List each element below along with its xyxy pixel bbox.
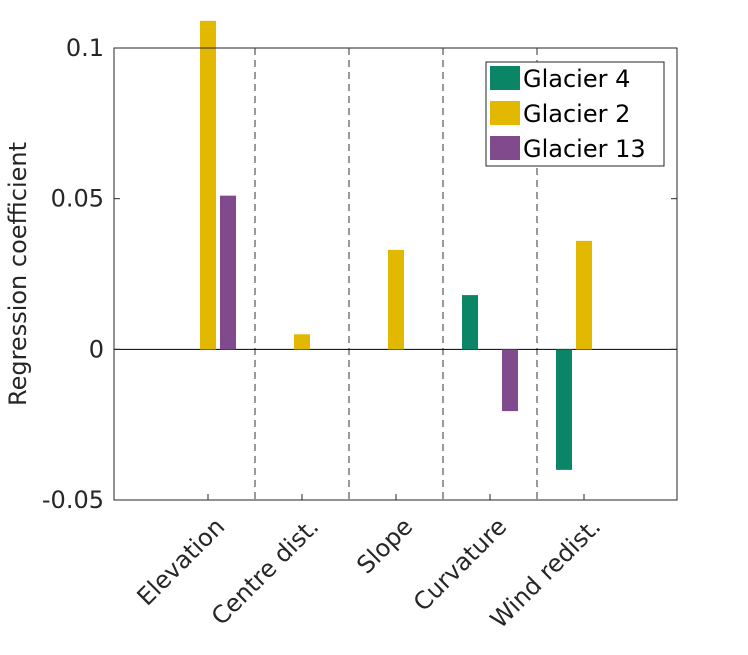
legend: Glacier 4 Glacier 2 Glacier 13 xyxy=(485,61,665,167)
bar-glacier-2 xyxy=(388,249,404,350)
legend-swatch xyxy=(490,101,520,125)
legend-label: Glacier 4 xyxy=(523,65,630,93)
x-tick-label: Elevation xyxy=(132,512,231,611)
legend-label: Glacier 13 xyxy=(523,135,646,163)
legend-swatch xyxy=(490,136,520,160)
legend-swatch xyxy=(490,66,520,90)
y-tick-label: 0.1 xyxy=(66,34,104,62)
bar-glacier-2 xyxy=(200,20,216,350)
bar-glacier-13 xyxy=(220,195,236,350)
bars xyxy=(200,20,592,470)
x-tick-label: Slope xyxy=(351,512,418,579)
y-tick-label: -0.05 xyxy=(42,486,104,514)
y-tick-label: 0 xyxy=(89,335,104,363)
bar-glacier-2 xyxy=(576,240,592,350)
legend-label: Glacier 2 xyxy=(523,100,630,128)
bar-glacier-4 xyxy=(556,349,572,470)
bar-glacier-4 xyxy=(462,295,478,350)
y-axis-title: Regression coefficient xyxy=(4,142,32,406)
y-axis: -0.05 0 0.05 0.1 xyxy=(42,34,677,514)
bar-glacier-2 xyxy=(294,334,310,350)
bar-glacier-13 xyxy=(502,349,518,412)
y-tick-label: 0.05 xyxy=(51,185,104,213)
